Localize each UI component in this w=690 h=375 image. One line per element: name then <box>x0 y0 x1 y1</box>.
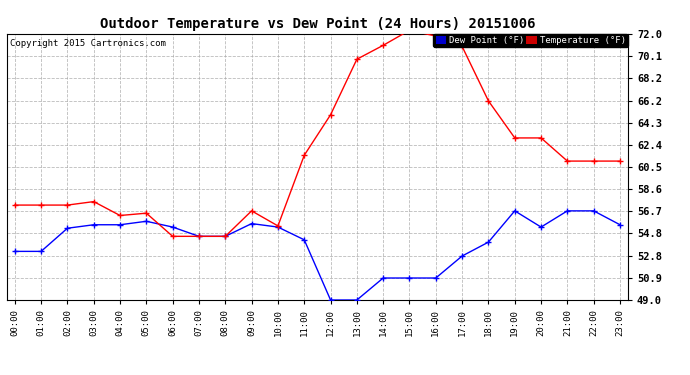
Title: Outdoor Temperature vs Dew Point (24 Hours) 20151006: Outdoor Temperature vs Dew Point (24 Hou… <box>99 17 535 31</box>
Legend: Dew Point (°F), Temperature (°F): Dew Point (°F), Temperature (°F) <box>433 34 628 47</box>
Text: Copyright 2015 Cartronics.com: Copyright 2015 Cartronics.com <box>10 39 166 48</box>
